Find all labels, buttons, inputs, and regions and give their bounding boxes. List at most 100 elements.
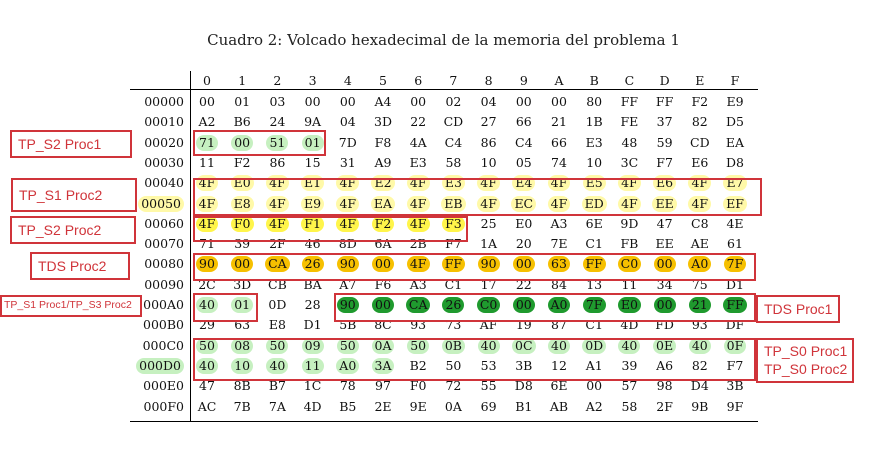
byte-cell: 6E (585, 215, 603, 231)
column-header: 2 (273, 73, 282, 88)
byte-cell: E3 (409, 154, 427, 170)
byte-cell: 4F (683, 195, 717, 212)
byte-cell: 3C (620, 154, 639, 170)
byte-cell: ED (577, 195, 611, 212)
row-address: 00040 (144, 175, 184, 191)
byte-cell: 71 (199, 236, 215, 252)
row-address: 00030 (144, 154, 184, 170)
byte-cell: DF (725, 317, 745, 333)
byte-cell: F7 (656, 154, 673, 170)
byte-cell: AF (479, 317, 498, 333)
byte-cell: 90 (331, 296, 365, 313)
byte-cell: 80 (586, 94, 603, 109)
column-header: B (589, 73, 599, 88)
byte-cell: 00 (515, 94, 532, 109)
byte-cell: E7 (718, 174, 752, 192)
byte-cell: B6 (233, 114, 251, 130)
byte-cell: E9 (726, 94, 744, 109)
byte-cell: 78 (339, 378, 356, 394)
byte-cell: 5B (339, 317, 357, 333)
label-tp-s1-proc2: TP_S1 Proc2 (11, 178, 137, 212)
byte-cell: 00 (199, 94, 215, 109)
byte-cell: F6 (374, 276, 392, 292)
byte-cell: 00 (507, 255, 541, 273)
byte-cell: C8 (691, 215, 709, 231)
column-header: 6 (414, 73, 423, 88)
byte-cell: EE (655, 236, 674, 252)
byte-cell: 10 (480, 154, 497, 170)
byte-cell: E0 (515, 215, 533, 231)
column-header: 4 (343, 73, 352, 88)
byte-cell: 40 (542, 337, 576, 354)
byte-cell: 9B (691, 398, 709, 414)
byte-cell: 66 (515, 114, 532, 130)
row-address: 000D0 (130, 357, 184, 374)
byte-cell: A6 (656, 357, 674, 373)
byte-cell: 4F (542, 195, 576, 212)
byte-cell: CA (260, 255, 294, 273)
byte-cell: 0F (718, 337, 752, 354)
label-tp-s0-proc1: TP_S0 Proc1 (764, 343, 848, 359)
byte-cell: D5 (726, 114, 744, 130)
row-address: 000F0 (143, 398, 185, 414)
byte-cell: 31 (339, 154, 356, 170)
byte-cell: 4F (612, 195, 646, 212)
byte-cell: 0C (507, 337, 541, 354)
byte-cell: A1 (585, 357, 603, 373)
byte-cell: 7A (268, 398, 286, 414)
byte-cell: E0 (612, 296, 646, 313)
byte-cell: 17 (480, 276, 497, 292)
byte-cell: 01 (234, 94, 251, 109)
byte-cell: FF (655, 94, 674, 109)
byte-cell: 47 (199, 378, 215, 394)
byte-cell: 4F (331, 195, 365, 212)
byte-cell: 7E (550, 236, 568, 252)
byte-cell: 21 (683, 296, 717, 313)
column-header: F (730, 73, 740, 88)
table-vertical-rule (190, 71, 191, 421)
byte-cell: 6E (550, 378, 568, 394)
byte-cell: 82 (691, 357, 708, 373)
byte-cell: 01 (296, 134, 330, 151)
byte-cell: 11 (199, 154, 215, 170)
byte-cell: 4F (331, 174, 365, 192)
byte-cell: CD (690, 134, 710, 150)
byte-cell: C0 (472, 296, 506, 313)
byte-cell: 4F (260, 174, 294, 192)
byte-cell: 47 (656, 215, 673, 231)
row-address: 000E0 (143, 378, 184, 394)
byte-cell: 13 (586, 276, 603, 292)
byte-cell: 53 (480, 357, 497, 373)
byte-cell: 98 (656, 378, 673, 394)
byte-cell: F0 (225, 215, 259, 232)
byte-cell: 00 (304, 94, 321, 109)
byte-cell: 4D (303, 398, 322, 414)
byte-cell: 40 (190, 357, 224, 374)
byte-cell: 69 (480, 398, 497, 414)
byte-cell: 08 (225, 337, 259, 354)
byte-cell: 00 (410, 94, 427, 109)
byte-cell: E2 (366, 174, 400, 192)
column-header: A (554, 73, 564, 88)
byte-cell: E8 (268, 317, 286, 333)
byte-cell: 0E (648, 337, 682, 354)
byte-cell: 39 (621, 357, 638, 373)
byte-cell: 00 (225, 255, 259, 273)
byte-cell: AC (197, 398, 217, 414)
byte-cell: 59 (656, 134, 673, 150)
byte-cell: F2 (366, 215, 400, 232)
byte-cell: 93 (691, 317, 708, 333)
column-header: E (695, 73, 705, 88)
byte-cell: E5 (577, 174, 611, 192)
byte-cell: 27 (480, 114, 497, 130)
byte-cell: 19 (515, 317, 532, 333)
byte-cell: D4 (690, 378, 709, 394)
byte-cell: 3B (515, 357, 533, 373)
byte-cell: 4F (260, 215, 294, 232)
byte-cell: 4F (401, 255, 435, 273)
byte-cell: D8 (514, 378, 533, 394)
byte-cell: CD (443, 114, 464, 130)
label-tp-s2-proc2: TP_S2 Proc2 (10, 216, 136, 244)
byte-cell: F3 (436, 215, 470, 232)
byte-cell: 86 (480, 134, 497, 150)
